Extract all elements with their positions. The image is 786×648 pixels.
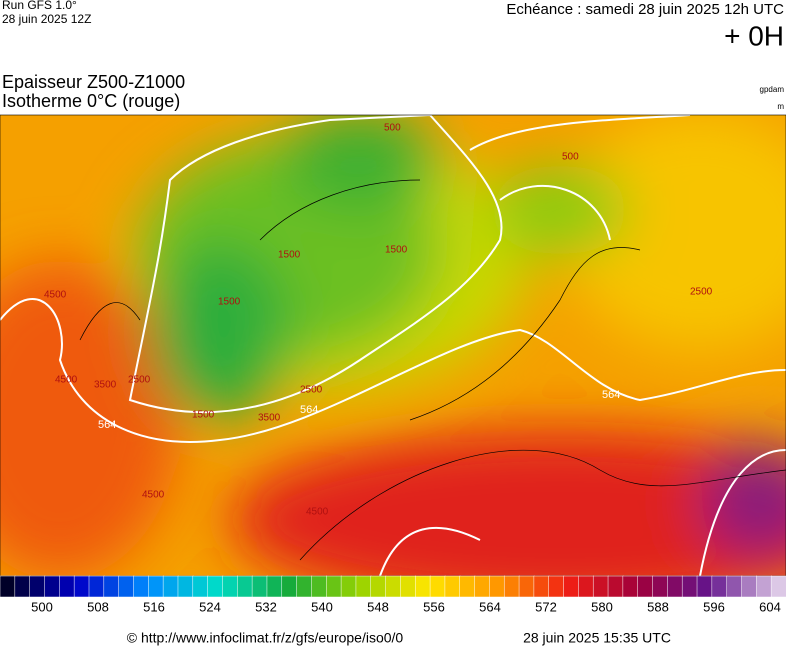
contour-label: 4500 xyxy=(44,290,67,301)
colorbar-swatch xyxy=(770,575,786,598)
colorbar-swatch xyxy=(622,575,639,598)
colorbar-swatch xyxy=(88,575,105,598)
colorbar-swatch xyxy=(711,575,728,598)
colorbar-label: 516 xyxy=(143,599,165,614)
colorbar-label: 556 xyxy=(423,599,445,614)
echeance: Echéance : samedi 28 juin 2025 12h UTC xyxy=(506,1,784,18)
colorbar-label: 540 xyxy=(311,599,333,614)
colorbar-label: 532 xyxy=(255,599,277,614)
contour-label: 1500 xyxy=(385,245,408,256)
colorbar-swatch xyxy=(578,575,594,598)
colorbar-label: 524 xyxy=(199,599,221,614)
title-line: Isotherme 0°C (rouge) xyxy=(2,91,180,111)
colorbar-swatch xyxy=(281,575,298,598)
colorbar-swatch xyxy=(73,575,90,598)
contour-label: 564 xyxy=(300,404,318,416)
colorbar-label: 580 xyxy=(591,599,613,614)
colorbar-swatch xyxy=(148,575,164,598)
colorbar-label: 548 xyxy=(367,599,389,614)
colorbar-swatch xyxy=(637,575,654,598)
contour-label: 2500 xyxy=(300,385,323,396)
footer-url: © http://www.infoclimat.fr/z/gfs/europe/… xyxy=(127,630,404,646)
colorbar-swatch xyxy=(370,575,387,598)
colorbar-swatch xyxy=(251,575,268,598)
colorbar-label: 508 xyxy=(87,599,109,614)
contour-label: 1500 xyxy=(278,250,301,261)
title-line: Epaisseur Z500-Z1000 xyxy=(2,72,185,92)
colorbar-swatch xyxy=(44,575,61,598)
contour-label: 500 xyxy=(384,123,401,134)
colorbar-swatch xyxy=(518,575,535,598)
colorbar-label: 564 xyxy=(479,599,501,614)
contour-label: 564 xyxy=(98,419,116,431)
contour-label: 564 xyxy=(602,389,620,401)
contour-label: 4500 xyxy=(142,490,165,501)
offset: + 0H xyxy=(724,20,784,51)
contour-label: 1500 xyxy=(218,297,241,308)
colorbar-swatch xyxy=(607,575,624,598)
colorbar-swatch xyxy=(385,575,402,598)
colorbar-swatch xyxy=(429,575,446,598)
colorbar-swatch xyxy=(133,575,150,598)
contour-label: 3500 xyxy=(258,413,281,424)
colorbar-swatch xyxy=(103,575,120,598)
colorbar-swatch xyxy=(489,575,505,598)
run: Run GFS 1.0° xyxy=(2,0,77,12)
contour-label: 2500 xyxy=(690,287,713,298)
colorbar-swatch xyxy=(192,575,209,598)
colorbar-label: 588 xyxy=(647,599,669,614)
colorbar-swatch xyxy=(414,575,431,598)
colorbar-swatch xyxy=(118,575,135,598)
unit: gpdam xyxy=(760,85,785,94)
colorbar-swatch xyxy=(355,575,372,598)
contour-label: 3500 xyxy=(94,380,117,391)
colorbar-swatch xyxy=(207,575,224,598)
colorbar-swatch xyxy=(222,575,239,598)
colorbar-label: 500 xyxy=(31,599,53,614)
colorbar-swatch xyxy=(162,575,179,598)
colorbar-swatch xyxy=(177,575,194,598)
colorbar-swatch xyxy=(0,575,16,598)
colorbar-swatch xyxy=(474,575,491,598)
colorbar-swatch xyxy=(652,575,669,598)
colorbar-swatch xyxy=(741,575,758,598)
colorbar-swatch xyxy=(503,575,520,598)
run-date: 28 juin 2025 12Z xyxy=(2,12,91,26)
colorbar-swatch xyxy=(459,575,476,598)
colorbar-swatch xyxy=(340,575,357,598)
colorbar-swatch xyxy=(237,575,253,598)
colorbar-swatch xyxy=(311,575,328,598)
colorbar-swatch xyxy=(592,575,609,598)
colorbar-swatch xyxy=(444,575,461,598)
colorbar-swatch xyxy=(266,575,283,598)
colorbar: 500 508 516 524 532 540 548 556 564 572 580 588 596 6… xyxy=(0,575,786,614)
footer-date: 28 juin 2025 15:35 UTC xyxy=(523,630,671,646)
contour-label: 1500 xyxy=(192,410,215,421)
colorbar-swatch xyxy=(533,575,550,598)
colorbar-swatch xyxy=(29,575,46,598)
colorbar-swatch xyxy=(326,575,342,598)
colorbar-swatch xyxy=(563,575,580,598)
colorbar-label: 604 xyxy=(759,599,781,614)
colorbar-swatch xyxy=(548,575,565,598)
colorbar-swatch xyxy=(296,575,313,598)
contour-label: 500 xyxy=(562,152,579,163)
colorbar-swatch xyxy=(14,575,31,598)
map: 564 564 564 1500 1500 1500 1500 2500 250… xyxy=(0,115,786,576)
colorbar-swatch xyxy=(681,575,698,598)
contour-label: 4500 xyxy=(306,507,329,518)
colorbar-swatch xyxy=(726,575,743,598)
colorbar-swatch xyxy=(400,575,416,598)
colorbar-swatch xyxy=(59,575,75,598)
colorbar-label: 596 xyxy=(703,599,725,614)
colorbar-swatch xyxy=(667,575,683,598)
unit: m xyxy=(777,102,784,111)
colorbar-label: 572 xyxy=(535,599,557,614)
contour-label: 4500 xyxy=(55,375,78,386)
colorbar-swatch xyxy=(756,575,772,598)
colorbar-swatch xyxy=(696,575,713,598)
contour-label: 2500 xyxy=(128,375,151,386)
